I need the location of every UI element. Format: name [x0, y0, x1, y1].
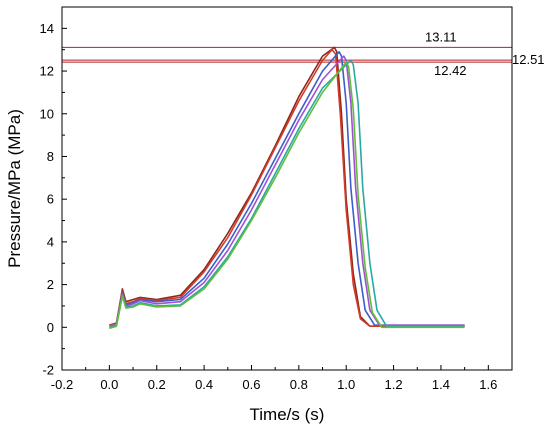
reference-lines: [62, 46, 512, 63]
x-tick-label: 0.6: [242, 377, 260, 392]
x-tick-label: 0.8: [290, 377, 308, 392]
x-axis-title: Time/s (s): [250, 405, 325, 424]
x-axis-ticks: -0.2 0.0 0.2 0.4 0.6 0.8 1.0 1.2 1.4 1.6: [51, 365, 497, 392]
plot-frame: [61, 6, 513, 371]
x-tick-label: 0.2: [148, 377, 166, 392]
y-tick-label: 14: [40, 21, 54, 36]
x-tick-label: 1.0: [337, 377, 355, 392]
series-line: [109, 50, 465, 327]
series-line: [109, 46, 465, 328]
y-tick-label: -2: [42, 363, 54, 378]
series-line: [109, 48, 465, 328]
x-tick-label: 0.0: [100, 377, 118, 392]
reference-label: 12.51: [512, 52, 545, 67]
y-tick-label: 4: [47, 234, 54, 249]
reference-label: 12.42: [434, 63, 467, 78]
y-axis-ticks: -2 0 2 4 6 8 10 12 14: [40, 6, 67, 378]
series-line: [109, 59, 465, 329]
x-tick-label: 1.4: [432, 377, 450, 392]
y-tick-label: 2: [47, 277, 54, 292]
x-tick-label: 0.4: [195, 377, 213, 392]
data-series: [109, 46, 465, 330]
y-tick-label: 8: [47, 149, 54, 164]
series-line: [109, 61, 465, 330]
reference-labels: 13.11 12.51 12.42: [425, 29, 545, 78]
y-tick-label: 10: [40, 106, 54, 121]
x-tick-label: 1.6: [479, 377, 497, 392]
reference-label: 13.11: [425, 29, 457, 44]
x-tick-label: -0.2: [51, 377, 73, 392]
x-tick-label: 1.2: [385, 377, 403, 392]
series-line: [109, 55, 465, 327]
y-tick-label: 12: [40, 64, 54, 79]
y-tick-label: 6: [47, 192, 54, 207]
y-axis-title: Pressure/MPa (MPa): [5, 109, 24, 268]
y-tick-label: 0: [47, 320, 54, 335]
